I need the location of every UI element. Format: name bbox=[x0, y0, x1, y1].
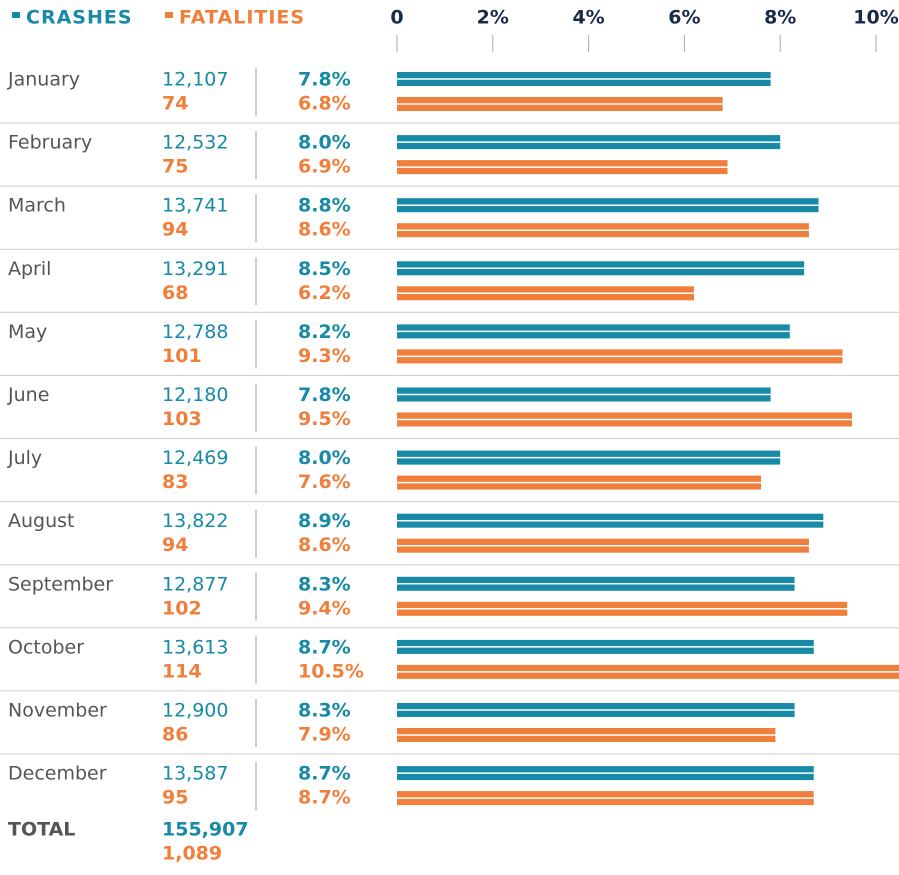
count-label: 86 bbox=[162, 724, 188, 746]
count-label: 102 bbox=[162, 597, 202, 619]
value-label: 8.8% bbox=[298, 195, 351, 217]
value-label: 9.3% bbox=[298, 345, 351, 367]
count-label: 101 bbox=[162, 345, 202, 367]
month-label: September bbox=[8, 573, 113, 595]
month-label: December bbox=[8, 763, 107, 785]
count-label: 13,741 bbox=[162, 195, 228, 217]
value-label: 8.6% bbox=[298, 219, 351, 241]
month-label: April bbox=[8, 258, 51, 280]
value-label: 6.9% bbox=[298, 156, 351, 178]
value-label: 8.7% bbox=[298, 636, 351, 658]
count-label: 94 bbox=[162, 534, 188, 556]
month-label: July bbox=[7, 447, 42, 469]
value-label: 9.5% bbox=[298, 408, 351, 430]
x-tick-label: 10% bbox=[853, 7, 898, 29]
count-label: 94 bbox=[162, 219, 188, 241]
x-tick-label: 4% bbox=[572, 7, 604, 29]
total-label: TOTAL bbox=[8, 819, 75, 841]
value-label: 8.7% bbox=[298, 787, 351, 809]
month-label: August bbox=[8, 510, 75, 532]
count-label: 83 bbox=[162, 471, 188, 493]
count-label: 12,469 bbox=[162, 447, 228, 469]
count-label: 12,107 bbox=[162, 69, 228, 91]
month-label: May bbox=[8, 321, 47, 343]
legend-label: FATALITIES bbox=[179, 7, 305, 29]
legend-label: CRASHES bbox=[26, 7, 133, 29]
x-tick-label: 2% bbox=[477, 7, 509, 29]
count-label: 68 bbox=[162, 282, 188, 304]
count-label: 95 bbox=[162, 787, 188, 809]
value-label: 8.3% bbox=[298, 700, 351, 722]
x-tick-label: 8% bbox=[764, 7, 796, 29]
value-label: 8.2% bbox=[298, 321, 351, 343]
value-label: 8.5% bbox=[298, 258, 351, 280]
count-label: 114 bbox=[162, 660, 202, 682]
count-label: 12,900 bbox=[162, 700, 228, 722]
value-label: 6.8% bbox=[298, 93, 351, 115]
month-label: January bbox=[7, 69, 80, 91]
value-label: 7.9% bbox=[298, 724, 351, 746]
count-label: 103 bbox=[162, 408, 202, 430]
month-label: October bbox=[8, 636, 84, 658]
total-value: 155,907 bbox=[162, 819, 249, 841]
value-label: 10.5% bbox=[298, 660, 364, 682]
legend-swatch bbox=[165, 12, 173, 18]
value-label: 7.6% bbox=[298, 471, 351, 493]
count-label: 13,587 bbox=[162, 763, 228, 785]
value-label: 8.7% bbox=[298, 763, 351, 785]
month-label: March bbox=[8, 195, 66, 217]
value-label: 8.0% bbox=[298, 447, 351, 469]
count-label: 12,877 bbox=[162, 573, 228, 595]
value-label: 8.0% bbox=[298, 132, 351, 154]
month-label: November bbox=[8, 700, 107, 722]
value-label: 7.8% bbox=[298, 69, 351, 91]
value-label: 8.9% bbox=[298, 510, 351, 532]
count-label: 12,532 bbox=[162, 132, 228, 154]
count-label: 12,180 bbox=[162, 384, 228, 406]
month-label: June bbox=[7, 384, 49, 406]
x-tick-label: 6% bbox=[668, 7, 700, 29]
x-tick-label: 0 bbox=[390, 7, 403, 29]
count-label: 13,613 bbox=[162, 636, 228, 658]
value-label: 7.8% bbox=[298, 384, 351, 406]
value-label: 8.6% bbox=[298, 534, 351, 556]
count-label: 13,822 bbox=[162, 510, 228, 532]
month-label: February bbox=[8, 132, 92, 154]
value-label: 9.4% bbox=[298, 597, 351, 619]
count-label: 74 bbox=[162, 93, 188, 115]
count-label: 12,788 bbox=[162, 321, 228, 343]
count-label: 13,291 bbox=[162, 258, 228, 280]
total-value: 1,089 bbox=[162, 843, 222, 865]
legend-swatch bbox=[12, 12, 20, 18]
value-label: 8.3% bbox=[298, 573, 351, 595]
value-label: 6.2% bbox=[298, 282, 351, 304]
count-label: 75 bbox=[162, 156, 188, 178]
